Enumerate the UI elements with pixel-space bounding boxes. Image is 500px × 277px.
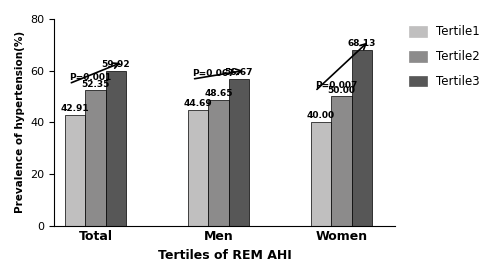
Text: 52.35: 52.35 <box>81 79 110 89</box>
Bar <box>332 96 352 225</box>
Text: 68.13: 68.13 <box>348 39 376 48</box>
Text: 44.69: 44.69 <box>184 99 212 108</box>
X-axis label: Tertiles of REM AHI: Tertiles of REM AHI <box>158 249 292 262</box>
Bar <box>228 79 250 225</box>
Text: 50.00: 50.00 <box>328 86 355 95</box>
Bar <box>64 115 85 225</box>
Text: 42.91: 42.91 <box>60 104 89 113</box>
Text: 40.00: 40.00 <box>307 111 335 120</box>
Bar <box>352 50 372 225</box>
Text: 56.67: 56.67 <box>224 68 253 78</box>
Text: 59.92: 59.92 <box>102 60 130 69</box>
Text: P=0.001: P=0.001 <box>69 73 111 83</box>
Bar <box>106 71 126 225</box>
Bar <box>311 122 332 225</box>
Text: 48.65: 48.65 <box>204 89 233 98</box>
Text: P=0.007: P=0.007 <box>315 81 358 90</box>
Legend: Tertile1, Tertile2, Tertile3: Tertile1, Tertile2, Tertile3 <box>404 21 484 93</box>
Bar <box>85 90 105 225</box>
Bar <box>208 100 229 225</box>
Bar <box>188 110 208 225</box>
Y-axis label: Prevalence of hypertension(%): Prevalence of hypertension(%) <box>15 31 25 213</box>
Text: P=0.067: P=0.067 <box>192 69 234 78</box>
